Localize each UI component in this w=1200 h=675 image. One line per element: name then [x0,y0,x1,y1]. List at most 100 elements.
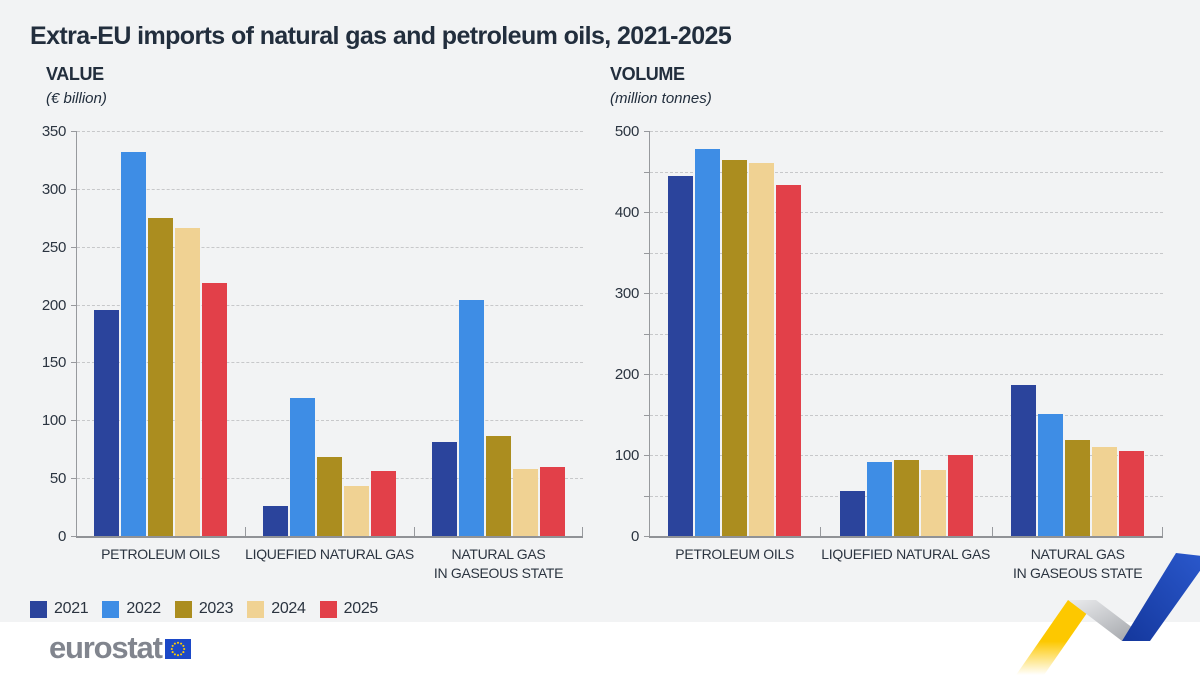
x-axis-line [649,536,1163,538]
bar-2021-petroleum-oils [94,310,119,536]
y-axis-line [649,131,650,536]
y-axis-tick [644,293,649,294]
eu-flag-star [171,651,174,654]
bar-2025-petroleum-oils [776,185,801,536]
legend-label: 2025 [343,600,379,617]
bar-2022-natural-gas-in-gaseous-state [1038,414,1063,536]
bar-2022-petroleum-oils [695,149,720,536]
gridline [650,171,1163,173]
category-label-liquefied-natural-gas: LIQUEFIED NATURAL GAS [245,546,414,562]
eurostat-logo-text: eurostat [49,630,163,665]
bar-2023-petroleum-oils [722,160,747,536]
gridline [77,362,583,364]
category-label-natural-gas-in-gaseous-state: NATURAL GAS IN GASEOUS STATE [1013,546,1143,581]
chart-panel-background [0,0,1200,622]
bar-2023-natural-gas-in-gaseous-state [1065,440,1090,536]
y-axis-tick [71,131,76,132]
value-chart-title: VALUE [46,64,104,84]
legend-label: 2021 [54,600,89,617]
bar-2025-liquefied-natural-gas [948,455,973,536]
legend-swatch-2025 [319,600,337,618]
y-axis-tick [71,536,76,537]
legend-label: 2024 [271,600,306,617]
legend-swatch-2022 [102,600,120,618]
y-axis-label: 250 [41,238,66,256]
category-label-petroleum-oils: PETROLEUM OILS [675,546,795,562]
bar-2022-petroleum-oils [121,152,146,536]
y-axis-label: 300 [614,285,639,302]
y-axis-label: 200 [614,366,639,383]
x-axis-group-tick [414,527,415,536]
y-axis-tick [71,246,76,248]
y-axis-line [76,131,77,536]
value-chart-subtitle: (€ billion) [46,90,107,107]
category-label-liquefied-natural-gas: LIQUEFIED NATURAL GAS [821,546,991,562]
eu-flag-star [176,654,179,657]
bar-2023-liquefied-natural-gas [317,457,342,536]
legend-item-2023: 2023 [174,600,234,618]
eurostat-ribbon-graphic [1016,553,1200,675]
eu-flag-star [182,644,185,647]
volume-chart-subtitle: (million tonnes) [610,90,712,107]
gridline [650,455,1163,456]
bar-2021-natural-gas-in-gaseous-state [432,442,457,536]
gridline [650,414,1163,416]
bar-2025-petroleum-oils [202,283,227,536]
y-axis-label: 50 [49,470,66,488]
eu-flag-star [173,653,176,656]
gridline [650,374,1163,375]
y-axis-label: 100 [41,412,66,430]
eu-flag-icon [164,639,191,659]
y-axis-tick [644,536,649,537]
legend-swatch-2021 [30,600,47,618]
ribbon-yellow-band [1016,600,1096,675]
bar-2025-natural-gas-in-gaseous-state [540,467,565,536]
legend: 2021 2022 2023 2024 2025 [30,600,378,618]
volume-chart-title: VOLUME [610,64,685,84]
bar-2023-liquefied-natural-gas [894,460,919,536]
legend-swatch-2024 [247,600,265,618]
eu-flag-star [179,642,182,645]
bar-2023-natural-gas-in-gaseous-state [486,436,511,536]
x-axis-group-tick [582,527,583,536]
bar-2022-natural-gas-in-gaseous-state [459,300,484,536]
y-axis-tick [644,414,649,416]
y-axis-tick [71,304,76,306]
x-axis-group-tick [991,527,993,536]
y-axis-label: 350 [41,123,66,140]
bar-2025-liquefied-natural-gas [371,471,396,536]
legend-item-2022: 2022 [102,600,161,618]
x-axis-group-tick [820,527,822,536]
gridline [77,131,583,132]
x-axis-group-tick [1162,527,1163,536]
y-axis-tick [71,362,76,364]
bar-2024-liquefied-natural-gas [344,486,369,536]
gridline [650,252,1163,254]
y-axis-tick [71,478,76,480]
y-axis-tick [644,212,649,213]
bar-2022-liquefied-natural-gas [290,398,315,536]
y-axis-tick [71,420,76,422]
ribbon-blue-band [1122,553,1200,641]
legend-item-2025: 2025 [319,600,379,618]
eu-flag-star [179,653,182,656]
gridline [650,131,1163,132]
gridline [77,304,583,306]
eu-flag-star [173,642,176,645]
eu-flag-star [171,644,174,647]
category-label-petroleum-oils: PETROLEUM OILS [101,546,220,562]
y-axis-label: 150 [41,354,66,372]
y-axis-tick [644,252,649,254]
y-axis-label: 0 [57,528,66,545]
bar-2024-petroleum-oils [175,228,200,536]
x-axis-line [76,536,583,538]
gridline [77,420,583,422]
bar-2024-natural-gas-in-gaseous-state [513,469,538,536]
y-axis-label: 200 [41,296,66,314]
bar-2024-natural-gas-in-gaseous-state [1092,447,1117,536]
y-axis-tick [644,455,649,456]
eu-flag-star [170,647,173,651]
x-axis-group-tick [245,527,246,536]
eurostat-logo: eurostat [49,632,191,663]
bar-2023-petroleum-oils [148,218,173,536]
